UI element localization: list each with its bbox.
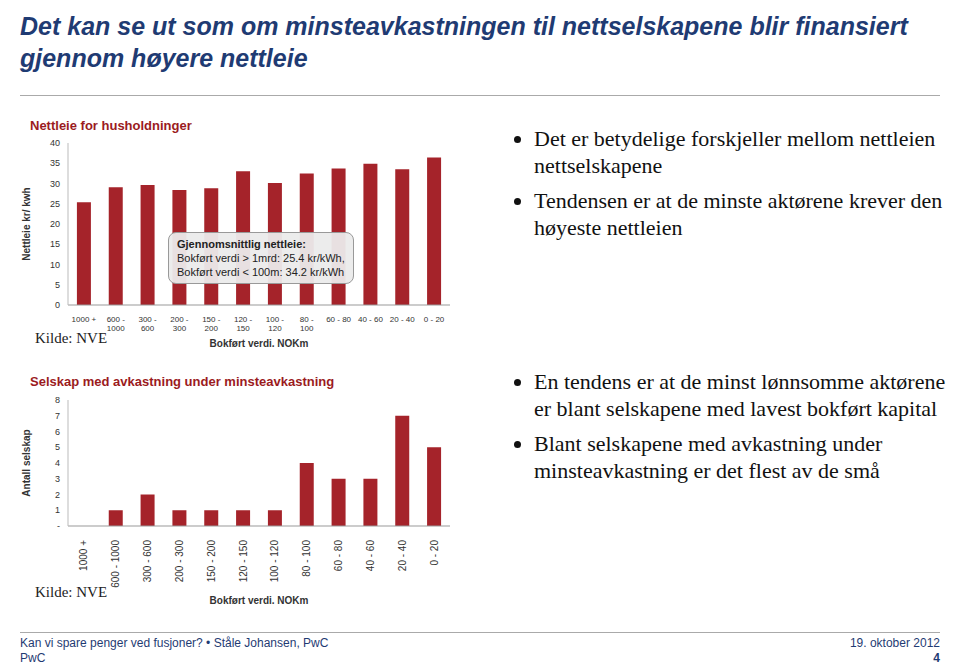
svg-text:5: 5 <box>55 280 60 290</box>
svg-text:6: 6 <box>55 427 60 437</box>
svg-text:20 - 40: 20 - 40 <box>397 540 408 572</box>
svg-text:300 - 600: 300 - 600 <box>142 540 153 583</box>
svg-text:40 - 60: 40 - 60 <box>365 540 376 572</box>
html-text:Tendensen er at de minste aktø: Tendensen er at de minste aktørene kreve… <box>534 188 943 240</box>
html-text:Kilde: NVE: Kilde: NVE <box>35 584 108 600</box>
svg-text:-: - <box>57 521 60 531</box>
svg-text:0 - 20: 0 - 20 <box>429 540 440 566</box>
html-text:4: 4 <box>933 651 940 665</box>
svg-text:10: 10 <box>50 260 60 270</box>
svg-text:Antall selskap: Antall selskap <box>21 429 32 496</box>
html-text:Nettleie for husholdninger: Nettleie for husholdninger <box>30 118 192 133</box>
svg-text:0: 0 <box>55 300 60 310</box>
svg-text:80 -100: 80 -100 <box>300 315 314 333</box>
html-text:Kilde: NVE: Kilde: NVE <box>35 330 108 346</box>
svg-text:80 - 100: 80 - 100 <box>301 540 312 577</box>
svg-text:5: 5 <box>55 442 60 452</box>
svg-text:15: 15 <box>50 239 60 249</box>
svg-text:Nettleie kr/ kwh: Nettleie kr/ kwh <box>21 187 32 260</box>
svg-text:1000 +: 1000 + <box>78 540 89 571</box>
svg-text:1000 +: 1000 + <box>72 315 97 324</box>
svg-text:120 - 150: 120 - 150 <box>238 540 249 583</box>
svg-text:20 - 40: 20 - 40 <box>390 315 415 324</box>
svg-text:600 -1000: 600 -1000 <box>107 315 126 333</box>
svg-text:3: 3 <box>55 474 60 484</box>
html-text:Bokført verdi > 1mrd: 25.4 kr/: Bokført verdi > 1mrd: 25.4 kr/kWh, <box>177 252 345 264</box>
svg-text:100 -120: 100 -120 <box>266 315 285 333</box>
html-text:Blant selskapene med avkastnin: Blant selskapene med avkastning under mi… <box>534 431 883 483</box>
svg-text:600 - 1000: 600 - 1000 <box>110 540 121 588</box>
svg-text:100 - 120: 100 - 120 <box>269 540 280 583</box>
svg-text:0 - 20: 0 - 20 <box>424 315 445 324</box>
svg-text:7: 7 <box>55 411 60 421</box>
svg-text:200 - 300: 200 - 300 <box>174 540 185 583</box>
svg-text:8: 8 <box>55 395 60 405</box>
svg-text:1: 1 <box>55 505 60 515</box>
svg-text:40 - 60: 40 - 60 <box>358 315 383 324</box>
svg-text:200 -300: 200 -300 <box>170 315 189 333</box>
html-text:Det er betydelige forskjeller: Det er betydelige forskjeller mellom net… <box>534 126 936 178</box>
html-text:Bokført verdi < 100m: 34.2 kr/: Bokført verdi < 100m: 34.2 kr/kWh <box>177 266 345 278</box>
svg-text:60 - 80: 60 - 80 <box>326 315 351 324</box>
svg-text:20: 20 <box>50 219 60 229</box>
svg-text:120 -150: 120 -150 <box>234 315 253 333</box>
html-text:Selskap med avkastning under m: Selskap med avkastning under minsteavkas… <box>30 374 335 389</box>
svg-text:60 - 80: 60 - 80 <box>333 540 344 572</box>
html-text:PwC: PwC <box>20 651 46 665</box>
html-text:19. oktober 2012: 19. oktober 2012 <box>849 636 940 650</box>
html-text:Kan vi spare penger ved fusjon: Kan vi spare penger ved fusjoner? • Stål… <box>20 636 329 650</box>
html-text:En tendens er at de minst lønn: En tendens er at de minst lønnsomme aktø… <box>534 369 946 421</box>
svg-text:40: 40 <box>50 138 60 148</box>
svg-text:4: 4 <box>55 458 60 468</box>
svg-text:35: 35 <box>50 158 60 168</box>
svg-text:2: 2 <box>55 490 60 500</box>
html-text:Gjennomsnittlig nettleie:: Gjennomsnittlig nettleie: <box>177 238 306 250</box>
svg-text:300 -600: 300 -600 <box>138 315 157 333</box>
svg-text:30: 30 <box>50 179 60 189</box>
svg-text:25: 25 <box>50 199 60 209</box>
svg-text:Bokført verdi, NOKm: Bokført verdi, NOKm <box>210 338 309 347</box>
svg-text:150 -200: 150 -200 <box>202 315 221 333</box>
svg-text:Bokført verdi, NOKm: Bokført verdi, NOKm <box>210 595 309 604</box>
html-text:Det kan se ut som om minsteavk: Det kan se ut som om minsteavkastningen … <box>20 12 908 72</box>
svg-text:150 - 200: 150 - 200 <box>206 540 217 583</box>
